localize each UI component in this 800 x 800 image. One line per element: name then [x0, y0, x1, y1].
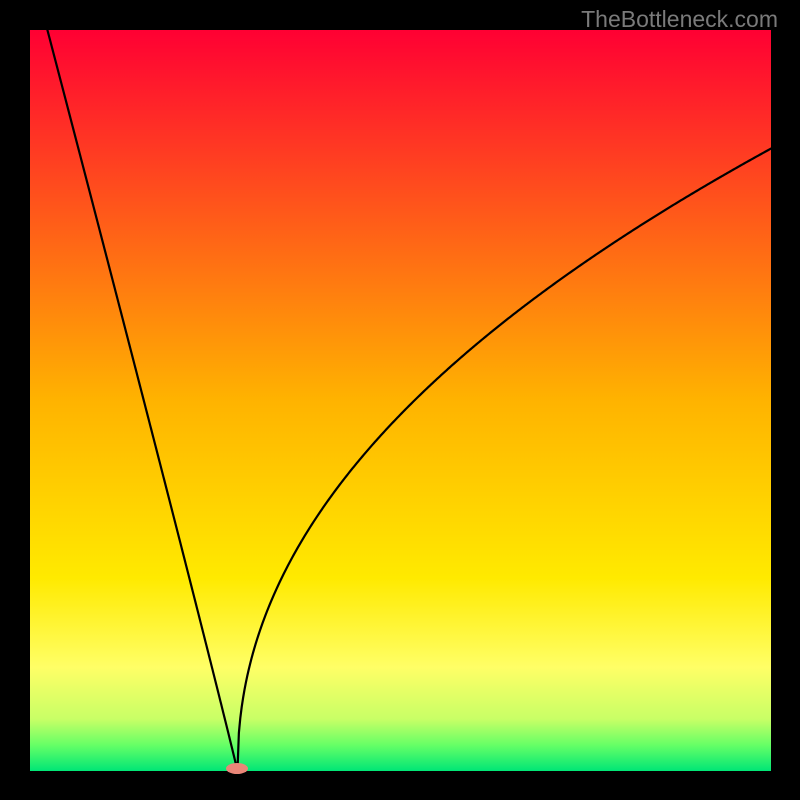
curve-layer	[0, 0, 800, 800]
watermark: TheBottleneck.com	[581, 6, 778, 33]
bottleneck-curve	[47, 30, 771, 771]
chart-container: TheBottleneck.com	[0, 0, 800, 800]
